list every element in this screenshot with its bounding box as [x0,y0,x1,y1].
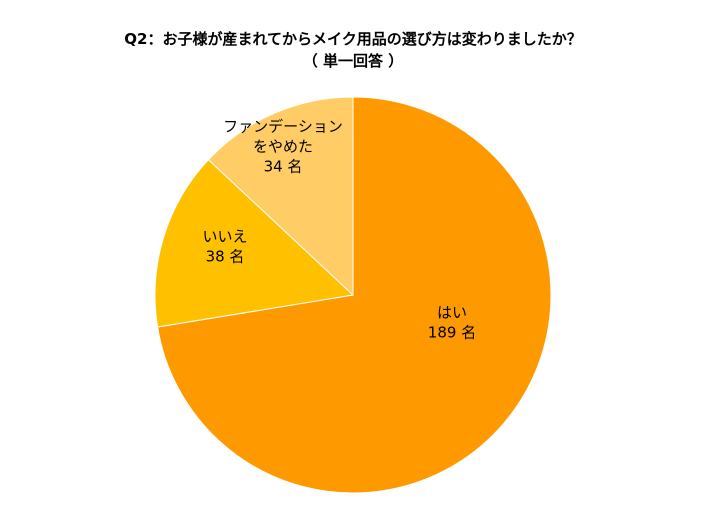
chart-title: Q2：お子様が産まれてからメイク用品の選び方は変わりましたか？ [124,30,582,48]
slice-label-0-line-0: はい [437,304,467,322]
slice-value-label-0: 189 名 [428,324,476,342]
slice-value-label-1: 38 名 [206,248,245,266]
chart-subtitle: （ 単一回答 ） [302,52,404,70]
slice-value-label-2: 34 名 [264,158,303,176]
pie-slice-0 [157,96,552,494]
slice-label-group-0: はい 189 名 [428,304,476,342]
slice-label-1-line-0: いいえ [202,228,247,246]
pie-slice-1 [154,158,355,328]
pie-slice-2 [207,96,354,297]
slice-label-group-1: いいえ 38 名 [202,228,247,266]
slice-label-2-line-1: をやめた [253,138,313,156]
slice-label-2-line-0: ファンデーション [223,118,343,136]
